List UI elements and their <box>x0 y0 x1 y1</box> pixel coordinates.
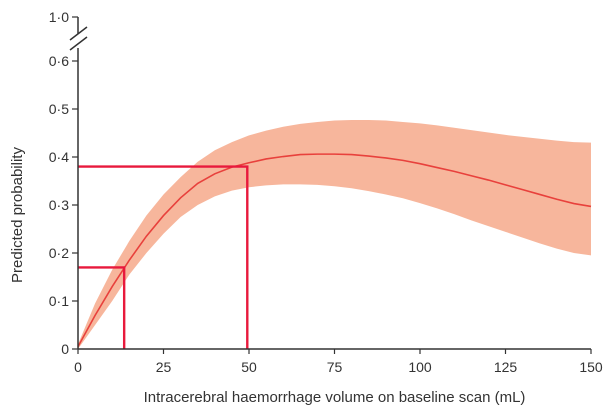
y-tick-label: 0·1 <box>49 293 69 309</box>
x-tick-label: 0 <box>74 359 82 375</box>
y-tick-label: 0·6 <box>49 53 69 69</box>
axis-break-mark-1 <box>69 26 88 41</box>
y-tick-label: 0 <box>61 341 69 357</box>
tick-marks <box>72 16 592 354</box>
y-tick-label: 0·5 <box>49 101 69 117</box>
y-axis-title: Predicted probability <box>9 147 26 283</box>
x-axis-title: Intracerebral haemorrhage volume on base… <box>144 389 526 406</box>
y-tick-label: 0·4 <box>49 149 69 165</box>
x-tick-label: 25 <box>156 359 172 375</box>
axis-break-mark-2 <box>69 36 88 51</box>
x-tick-label: 50 <box>241 359 257 375</box>
predicted-probability-line <box>77 153 592 347</box>
y-tick-label: 0·2 <box>49 245 69 261</box>
x-tick-label: 100 <box>408 359 432 375</box>
x-tick-label: 75 <box>327 359 343 375</box>
highlight-line-2 <box>78 165 249 349</box>
y-tick-label: 0·3 <box>49 197 69 213</box>
tick-labels: 0 25 50 75 100 125 150 0 0·1 0·2 0·3 0·4 0·5 0·6 1·0 <box>49 9 603 375</box>
confidence-band <box>78 120 591 349</box>
highlight-lines <box>78 165 249 349</box>
highlight-line-1 <box>78 266 126 349</box>
y-tick-label-upper: 1·0 <box>49 9 69 25</box>
x-tick-label: 125 <box>494 359 518 375</box>
x-tick-label: 150 <box>579 359 603 375</box>
